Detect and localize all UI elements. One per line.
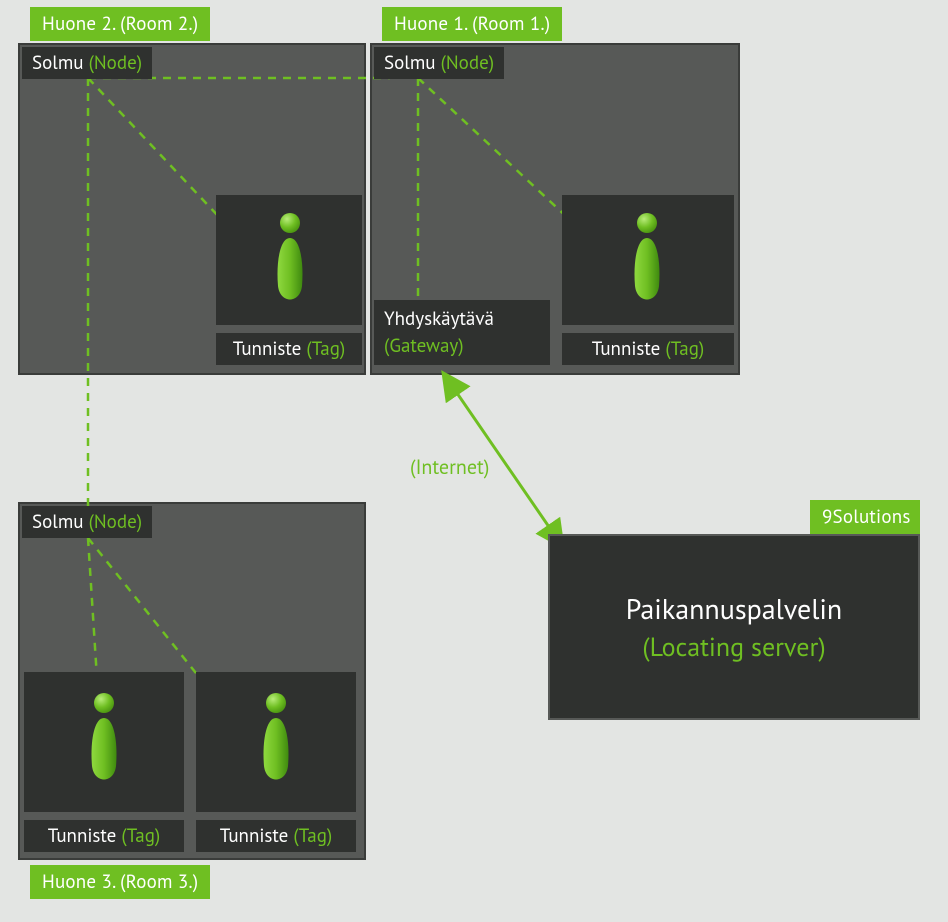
- room3-tag1-eng: (Tag): [121, 824, 160, 848]
- room1-label-eng: (Room 1.): [472, 12, 550, 36]
- diagram-canvas: Huone 2. (Room 2.) Solmu (Node) Tunniste…: [0, 0, 948, 922]
- server-box: Paikannuspalvelin (Locating server): [548, 534, 920, 720]
- room1-label: Huone 1. (Room 1.): [382, 7, 562, 41]
- room2-node-fin: Solmu: [32, 51, 84, 75]
- room3-tag2-eng: (Tag): [293, 824, 332, 848]
- internet-text: (Internet): [410, 454, 489, 480]
- server-company-text: 9Solutions: [822, 505, 911, 529]
- room3-node-fin: Solmu: [32, 510, 84, 534]
- room3-label: Huone 3. (Room 3.): [30, 865, 210, 899]
- room1-node-eng: (Node): [441, 51, 495, 75]
- room1-label-fin: Huone 1.: [394, 12, 467, 36]
- room1-tag1-label: Tunniste (Tag): [562, 333, 734, 365]
- room3-label-eng: (Room 3.): [120, 870, 198, 894]
- room2-label-fin: Huone 2.: [42, 12, 115, 36]
- room3-node-eng: (Node): [89, 510, 143, 534]
- room3-tag1-label: Tunniste (Tag): [24, 820, 184, 852]
- room3-label-fin: Huone 3.: [42, 870, 115, 894]
- room2-tag1-fin: Tunniste: [233, 337, 302, 361]
- room1-gateway: Yhdyskäytävä (Gateway): [374, 300, 550, 365]
- room2-node: Solmu (Node): [22, 47, 152, 79]
- person-icon: [270, 212, 310, 307]
- room2-label-eng: (Room 2.): [120, 12, 198, 36]
- room2-label: Huone 2. (Room 2.): [30, 7, 210, 41]
- server-fin: Paikannuspalvelin: [626, 590, 843, 627]
- person-icon: [627, 212, 667, 307]
- room1-gateway-fin: Yhdyskäytävä: [384, 306, 540, 333]
- room1-tag1-fin: Tunniste: [592, 337, 661, 361]
- room3-tag2-label: Tunniste (Tag): [196, 820, 356, 852]
- room1-node: Solmu (Node): [374, 47, 504, 79]
- room1-gateway-eng: (Gateway): [384, 333, 540, 360]
- room1-node-fin: Solmu: [384, 51, 436, 75]
- person-icon: [256, 692, 296, 787]
- internet-label: (Internet): [410, 454, 489, 480]
- room3-node: Solmu (Node): [22, 506, 152, 538]
- room1-tag1-eng: (Tag): [665, 337, 704, 361]
- room3-tag2-fin: Tunniste: [220, 824, 289, 848]
- room2-node-eng: (Node): [89, 51, 143, 75]
- room3-tag1-fin: Tunniste: [48, 824, 117, 848]
- server-eng: (Locating server): [642, 631, 825, 664]
- server-company-label: 9Solutions: [810, 500, 920, 534]
- room2-tag1-eng: (Tag): [306, 337, 345, 361]
- person-icon: [84, 692, 124, 787]
- room2-tag1-label: Tunniste (Tag): [216, 333, 362, 365]
